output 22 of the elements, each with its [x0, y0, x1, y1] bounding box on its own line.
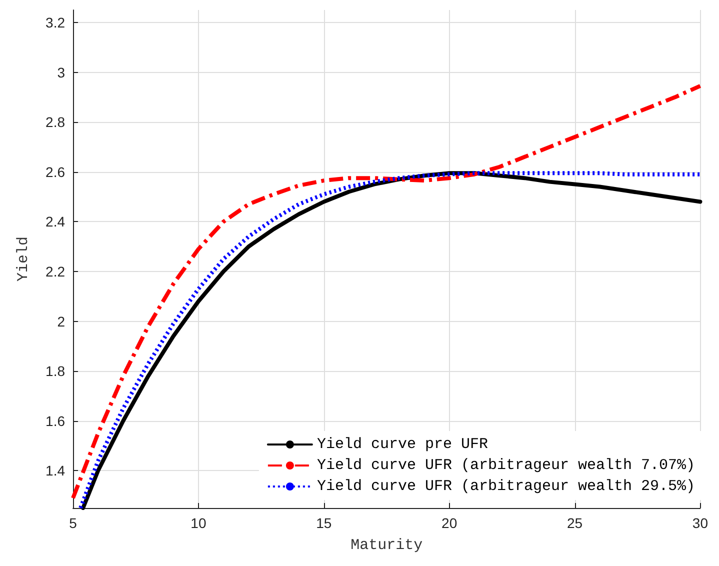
x-tick-label: 30	[692, 515, 708, 531]
line-series	[71, 84, 702, 500]
y-tick-label: 3	[57, 64, 66, 80]
y-tick-label: 3.2	[46, 14, 66, 30]
x-tick-label: 10	[190, 515, 206, 531]
legend-label: Yield curve pre UFR	[316, 436, 488, 453]
legend-label: Yield curve UFR (arbitrageur wealth 7.07%)	[316, 457, 695, 474]
x-axis-title: Maturity	[350, 537, 423, 554]
y-tick-label: 2.4	[46, 214, 66, 230]
x-tick-label: 5	[69, 515, 78, 531]
y-tick-label: 1.4	[46, 462, 66, 479]
y-axis-title: Yield	[15, 236, 32, 282]
x-tick-label: 25	[566, 515, 583, 531]
y-tick-label: 2	[57, 313, 66, 330]
y-tick-label: 2.2	[46, 263, 66, 280]
x-tick-label: 15	[316, 515, 332, 531]
y-tick-label: 2.8	[46, 114, 66, 130]
x-tick-label: 20	[442, 515, 458, 531]
y-tick-label: 1.6	[46, 412, 66, 429]
legend-label: Yield curve UFR (arbitrageur wealth 29.5%)	[316, 478, 695, 495]
y-tick-label: 1.8	[46, 363, 66, 380]
y-tick-label: 2.6	[46, 164, 66, 180]
